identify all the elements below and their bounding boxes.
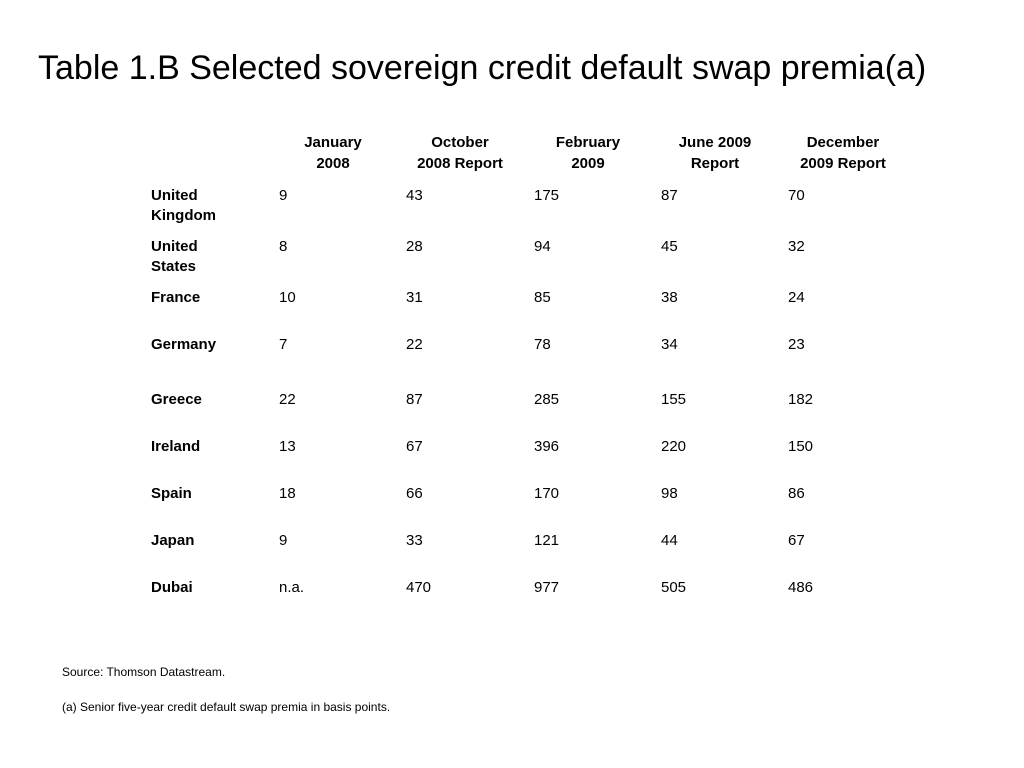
- table-cell: 44: [661, 532, 678, 549]
- row-label: Dubai: [151, 579, 193, 596]
- table-cell: 32: [788, 238, 805, 255]
- table-cell: 45: [661, 238, 678, 255]
- row-label: United Kingdom: [151, 187, 216, 224]
- table-cell: 33: [406, 532, 423, 549]
- table-cell: 7: [279, 336, 288, 353]
- table-cell: 182: [788, 391, 814, 408]
- table-cell: 66: [406, 485, 423, 502]
- table-cell: 285: [534, 391, 560, 408]
- table-cell: 24: [788, 289, 805, 306]
- table-cell: 155: [661, 391, 687, 408]
- column-header: January 2008: [304, 134, 362, 172]
- column-header: February 2009: [555, 134, 621, 172]
- table-cell: 9: [279, 532, 288, 549]
- table-title: Table 1.B Selected sovereign credit defa…: [38, 49, 927, 87]
- table-cell: 31: [406, 289, 423, 306]
- row-label: Spain: [151, 485, 192, 502]
- table-cell: 505: [661, 579, 687, 596]
- table-cell: 67: [788, 532, 805, 549]
- table-cell: 175: [534, 187, 560, 204]
- row-label: United States: [151, 238, 198, 275]
- table-cell: 9: [279, 187, 288, 204]
- row-label: Germany: [151, 336, 217, 353]
- table-cell: 22: [406, 336, 423, 353]
- footnote: (a) Senior five-year credit default swap…: [62, 700, 391, 714]
- table-cell: 94: [534, 238, 551, 255]
- row-label: Japan: [151, 532, 195, 549]
- table-cell: 70: [788, 187, 805, 204]
- table-cell: 396: [534, 438, 560, 455]
- table-cell: 87: [661, 187, 678, 204]
- table-cell: 8: [279, 238, 288, 255]
- table-cell: 85: [534, 289, 551, 306]
- table-cell: 67: [406, 438, 423, 455]
- table-cell: 486: [788, 579, 814, 596]
- table-cell: 18: [279, 485, 296, 502]
- table-cell: 34: [661, 336, 678, 353]
- column-header: October 2008 Report: [417, 134, 503, 172]
- column-header: June 2009 Report: [678, 134, 752, 172]
- table-cell: 13: [279, 438, 296, 455]
- table-cell: 22: [279, 391, 296, 408]
- table-cell: 38: [661, 289, 678, 306]
- table-cell: 86: [788, 485, 805, 502]
- table-cell: 98: [661, 485, 678, 502]
- table-cell: n.a.: [279, 579, 305, 596]
- table-cell: 23: [788, 336, 805, 353]
- table-cell: 28: [406, 238, 423, 255]
- table-cell: 87: [406, 391, 423, 408]
- table-cell: 43: [406, 187, 423, 204]
- table-cell: 470: [406, 579, 432, 596]
- row-label: France: [151, 289, 201, 306]
- table-cell: 150: [788, 438, 814, 455]
- row-label: Ireland: [151, 438, 201, 455]
- table-cell: 977: [534, 579, 560, 596]
- row-label: Greece: [151, 391, 202, 408]
- table-cell: 121: [534, 532, 560, 549]
- table-cell: 170: [534, 485, 560, 502]
- source-note: Source: Thomson Datastream.: [62, 665, 226, 679]
- table-cell: 78: [534, 336, 551, 353]
- column-header: December 2009 Report: [800, 134, 886, 172]
- table-cell: 220: [661, 438, 687, 455]
- table-cell: 10: [279, 289, 296, 306]
